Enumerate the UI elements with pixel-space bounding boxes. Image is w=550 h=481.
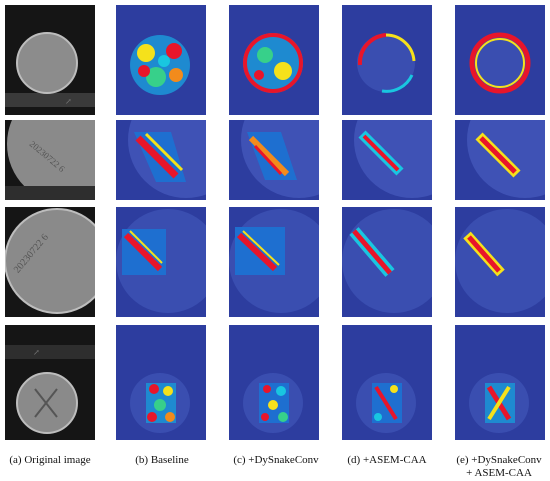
row2-original-svg: 20230722 6 [5, 120, 95, 200]
row3-baseline-svg [116, 207, 206, 317]
row1-original-svg: ↗ [5, 5, 95, 115]
row1-dysnakeconv-heatmap [229, 5, 319, 115]
row3-original-svg: 20230722 6 [5, 207, 95, 317]
row2-combined-heatmap [455, 120, 545, 200]
caption-combined-line1: (e) +DySnakeConv [456, 454, 542, 466]
row1-asem-caa-svg [342, 5, 432, 115]
row3-dysnakeconv-svg [229, 207, 319, 317]
row3-asem-caa-svg [342, 207, 432, 317]
caption-baseline: (b) Baseline [135, 454, 189, 466]
row4-asem-caa-heatmap [342, 325, 432, 440]
row3-original-image: 20230722 6 [5, 207, 95, 317]
row2-original-image: 20230722 6 [5, 120, 95, 200]
row2-baseline-svg [116, 120, 206, 200]
row4-combined-svg [455, 325, 545, 440]
row3-combined-heatmap [455, 207, 545, 317]
svg-text:↗: ↗ [33, 348, 40, 357]
row1-baseline-heatmap [116, 5, 206, 115]
caption-original-image: (a) Original image [9, 454, 91, 466]
row3-combined-svg [455, 207, 545, 317]
row2-baseline-heatmap [116, 120, 206, 200]
caption-dysnakeconv: (c) +DySnakeConv [233, 454, 319, 466]
row3-baseline-heatmap [116, 207, 206, 317]
row1-combined-heatmap [455, 5, 545, 115]
row4-baseline-heatmap [116, 325, 206, 440]
row1-dysnakeconv-svg [229, 5, 319, 115]
row3-asem-caa-heatmap [342, 207, 432, 317]
row4-original-svg: ↗ [5, 325, 95, 440]
row4-dysnakeconv-svg [229, 325, 319, 440]
row2-asem-caa-svg [342, 120, 432, 200]
row4-baseline-svg [116, 325, 206, 440]
row2-combined-svg [455, 120, 545, 200]
row3-dysnakeconv-heatmap [229, 207, 319, 317]
row1-asem-caa-heatmap [342, 5, 432, 115]
row2-asem-caa-heatmap [342, 120, 432, 200]
row2-dysnakeconv-heatmap [229, 120, 319, 200]
row1-baseline-svg [116, 5, 206, 115]
caption-combined-line2: + ASEM-CAA [466, 467, 532, 479]
row1-original-image: ↗ [5, 5, 95, 115]
row4-original-image: ↗ [5, 325, 95, 440]
row1-combined-svg [455, 5, 545, 115]
row4-asem-caa-svg [342, 325, 432, 440]
row2-dysnakeconv-svg [229, 120, 319, 200]
row4-dysnakeconv-heatmap [229, 325, 319, 440]
caption-asem-caa: (d) +ASEM-CAA [347, 454, 427, 466]
svg-text:↗: ↗ [65, 97, 72, 106]
row4-combined-heatmap [455, 325, 545, 440]
